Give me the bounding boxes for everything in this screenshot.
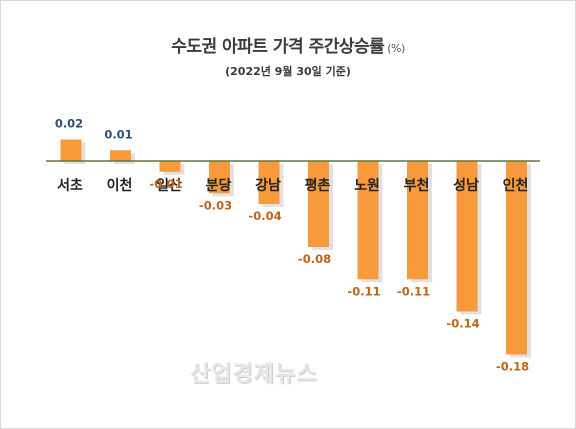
bar-강남 bbox=[258, 161, 280, 204]
value-label: -0.14 bbox=[446, 317, 479, 331]
bar-인천 bbox=[506, 161, 527, 355]
category-label: 성남 bbox=[453, 177, 479, 194]
category-label: 서초 bbox=[57, 178, 83, 194]
value-label: -0.04 bbox=[248, 209, 281, 223]
bar-노원 bbox=[357, 161, 379, 280]
bar-이천 bbox=[110, 150, 131, 161]
value-label: -0.08 bbox=[298, 252, 331, 266]
chart-title-text: 수도권 아파트 가격 주간상승률 bbox=[171, 37, 385, 57]
category-label: 일산 bbox=[156, 177, 182, 194]
value-label: -0.11 bbox=[397, 284, 430, 298]
category-label: 분당 bbox=[206, 177, 232, 194]
value-label: 0.01 bbox=[104, 127, 132, 141]
value-label: -0.01 bbox=[149, 177, 182, 191]
category-label: 강남 bbox=[255, 177, 281, 194]
chart-title: 수도권 아파트 가격 주간상승률 (%) bbox=[0, 32, 576, 57]
category-label: 부천 bbox=[404, 178, 430, 194]
value-label: -0.18 bbox=[496, 360, 529, 374]
watermark-text: 산업경제뉴스 bbox=[190, 362, 318, 387]
value-label: 0.02 bbox=[55, 117, 83, 131]
bar-분당 bbox=[209, 161, 230, 194]
bar-일산 bbox=[159, 161, 181, 172]
category-label: 노원 bbox=[354, 178, 380, 194]
chart-title-unit: (%) bbox=[387, 42, 405, 55]
category-label: 인천 bbox=[503, 177, 529, 194]
bar-평촌 bbox=[308, 161, 329, 247]
category-label: 이천 bbox=[107, 177, 133, 194]
value-label: -0.03 bbox=[199, 198, 232, 212]
chart-subtitle: (2022년 9월 30일 기준) bbox=[225, 65, 351, 78]
value-label: -0.11 bbox=[347, 284, 380, 298]
bar-부천 bbox=[407, 161, 428, 280]
bar-성남 bbox=[456, 161, 478, 312]
category-label: 평촌 bbox=[305, 177, 331, 194]
bar-서초 bbox=[60, 139, 82, 161]
